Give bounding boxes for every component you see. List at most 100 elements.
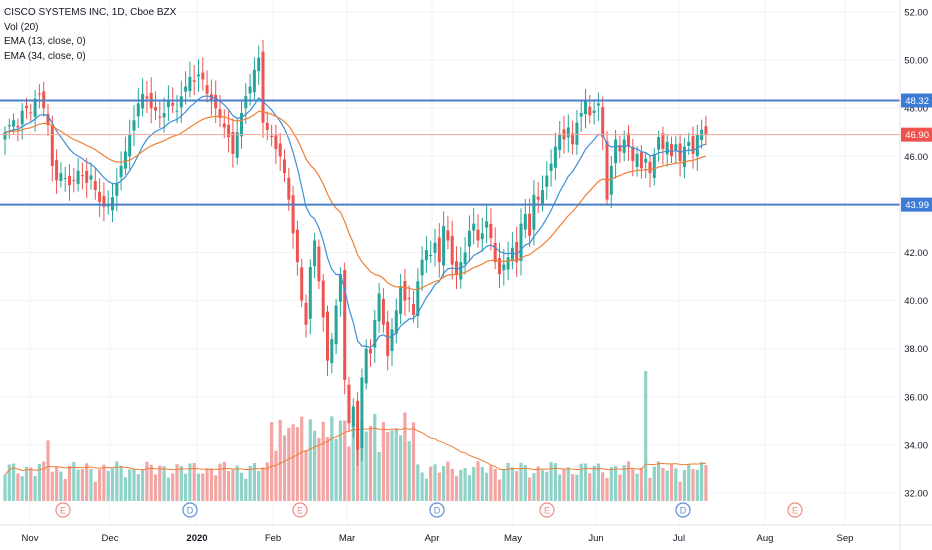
- volume-bar: [50, 471, 54, 501]
- volume-bar: [179, 466, 183, 501]
- price-tick-label: 48.00: [904, 104, 928, 115]
- candle-body: [381, 298, 385, 325]
- volume-bar: [364, 431, 368, 501]
- candle-body: [394, 310, 398, 334]
- candlesticks[interactable]: [3, 39, 708, 466]
- earnings-marker: E: [55, 502, 71, 518]
- candle-body: [205, 85, 209, 94]
- event-circle: [55, 502, 71, 518]
- candle-body: [175, 110, 179, 112]
- volume-bar: [304, 449, 308, 501]
- volume-bar: [128, 469, 132, 501]
- candle-body: [351, 406, 355, 427]
- candle-body: [424, 250, 428, 261]
- event-circle: [539, 502, 555, 518]
- volume-bar: [429, 466, 433, 501]
- volume-bar: [98, 469, 102, 501]
- volume-bar: [80, 468, 84, 501]
- volume-bars: [3, 371, 708, 501]
- horizontal-lines[interactable]: [0, 99, 900, 206]
- candle-body: [115, 182, 119, 196]
- time-axis[interactable]: Nov Dec 2020 Feb Mar Apr May Jun Jul Aug Sep: [0, 524, 932, 544]
- time-tick-label: Aug: [757, 533, 774, 544]
- volume-bar: [545, 471, 549, 501]
- event-circle: [787, 502, 803, 518]
- candle-body: [437, 237, 441, 263]
- legend-symbol[interactable]: CISCO SYSTEMS INC, 1D, Cboe BZX: [4, 7, 177, 18]
- candle-body: [579, 113, 583, 117]
- volume-bar: [149, 464, 153, 501]
- candle-body: [72, 179, 76, 181]
- price-tick-label: 42.00: [904, 248, 928, 259]
- price-tick-label: 34.00: [904, 440, 928, 451]
- volume-bar: [171, 473, 175, 501]
- legend-ema-slow[interactable]: EMA (34, close, 0): [4, 50, 86, 62]
- volume-bar: [347, 446, 351, 501]
- volume-bar: [510, 467, 514, 501]
- volume-bar: [222, 461, 226, 501]
- candle-body: [648, 161, 652, 174]
- candle-body: [704, 126, 708, 135]
- candle-body: [188, 76, 192, 92]
- candle-body: [575, 122, 579, 145]
- ema-13-line: [4, 95, 707, 349]
- volume-bar: [184, 473, 188, 501]
- candle-body: [304, 302, 308, 325]
- volume-bar: [635, 473, 639, 501]
- volume-bar: [59, 471, 63, 501]
- candle-body: [128, 134, 132, 157]
- volume-bar: [158, 465, 162, 501]
- candle-body: [235, 132, 239, 158]
- candle-body: [403, 281, 407, 301]
- candle-body: [489, 223, 493, 239]
- volume-bar: [592, 465, 596, 501]
- price-tick-label: 40.00: [904, 296, 928, 307]
- volume-bar: [265, 462, 269, 501]
- candle-body: [657, 137, 661, 150]
- candle-body: [682, 146, 686, 168]
- candle-body: [59, 173, 63, 182]
- candle-body: [566, 127, 570, 138]
- candle-body: [162, 113, 166, 118]
- event-letter: E: [792, 506, 798, 516]
- candle-body: [330, 339, 334, 364]
- volume-bar: [562, 468, 566, 501]
- legend-ema-fast[interactable]: EMA (13, close, 0): [4, 36, 86, 47]
- candle-body: [515, 242, 519, 263]
- legend-volume[interactable]: Vol (20): [4, 21, 39, 33]
- candle-body: [631, 146, 635, 162]
- volume-bar: [334, 438, 338, 501]
- event-circle: [182, 502, 198, 518]
- candle-body: [68, 175, 71, 186]
- volume-bar: [515, 471, 519, 501]
- price-axis[interactable]: 32.0034.0036.0038.0040.0042.0044.0046.00…: [899, 0, 932, 550]
- time-tick-label: Mar: [339, 533, 355, 544]
- volume-bar: [506, 462, 510, 501]
- volume-bar: [626, 461, 631, 501]
- candle-body: [278, 143, 282, 157]
- volume-bar: [188, 463, 192, 501]
- price-label: 43.99: [905, 200, 929, 211]
- dividend-marker: D: [429, 502, 445, 518]
- volume-bar: [381, 422, 385, 501]
- candle-body: [222, 123, 226, 128]
- candle-body: [20, 110, 24, 125]
- volume-ma-line: [4, 427, 706, 476]
- volume-bar: [549, 462, 553, 501]
- candle-body: [166, 100, 170, 108]
- volume-bar: [291, 424, 295, 501]
- chart-legend: CISCO SYSTEMS INC, 1D, Cboe BZX Vol (20)…: [4, 6, 176, 64]
- volume-bar: [463, 468, 467, 501]
- volume-bar: [313, 430, 317, 501]
- candle-body: [93, 181, 97, 190]
- candle-body: [145, 96, 149, 99]
- volume-bar: [583, 463, 588, 501]
- time-tick-label: Apr: [425, 533, 440, 544]
- volume-bar: [166, 477, 170, 501]
- volume-bar: [192, 463, 196, 501]
- candle-body: [407, 298, 411, 300]
- volume-bar: [115, 461, 119, 501]
- volume-bar: [540, 469, 545, 501]
